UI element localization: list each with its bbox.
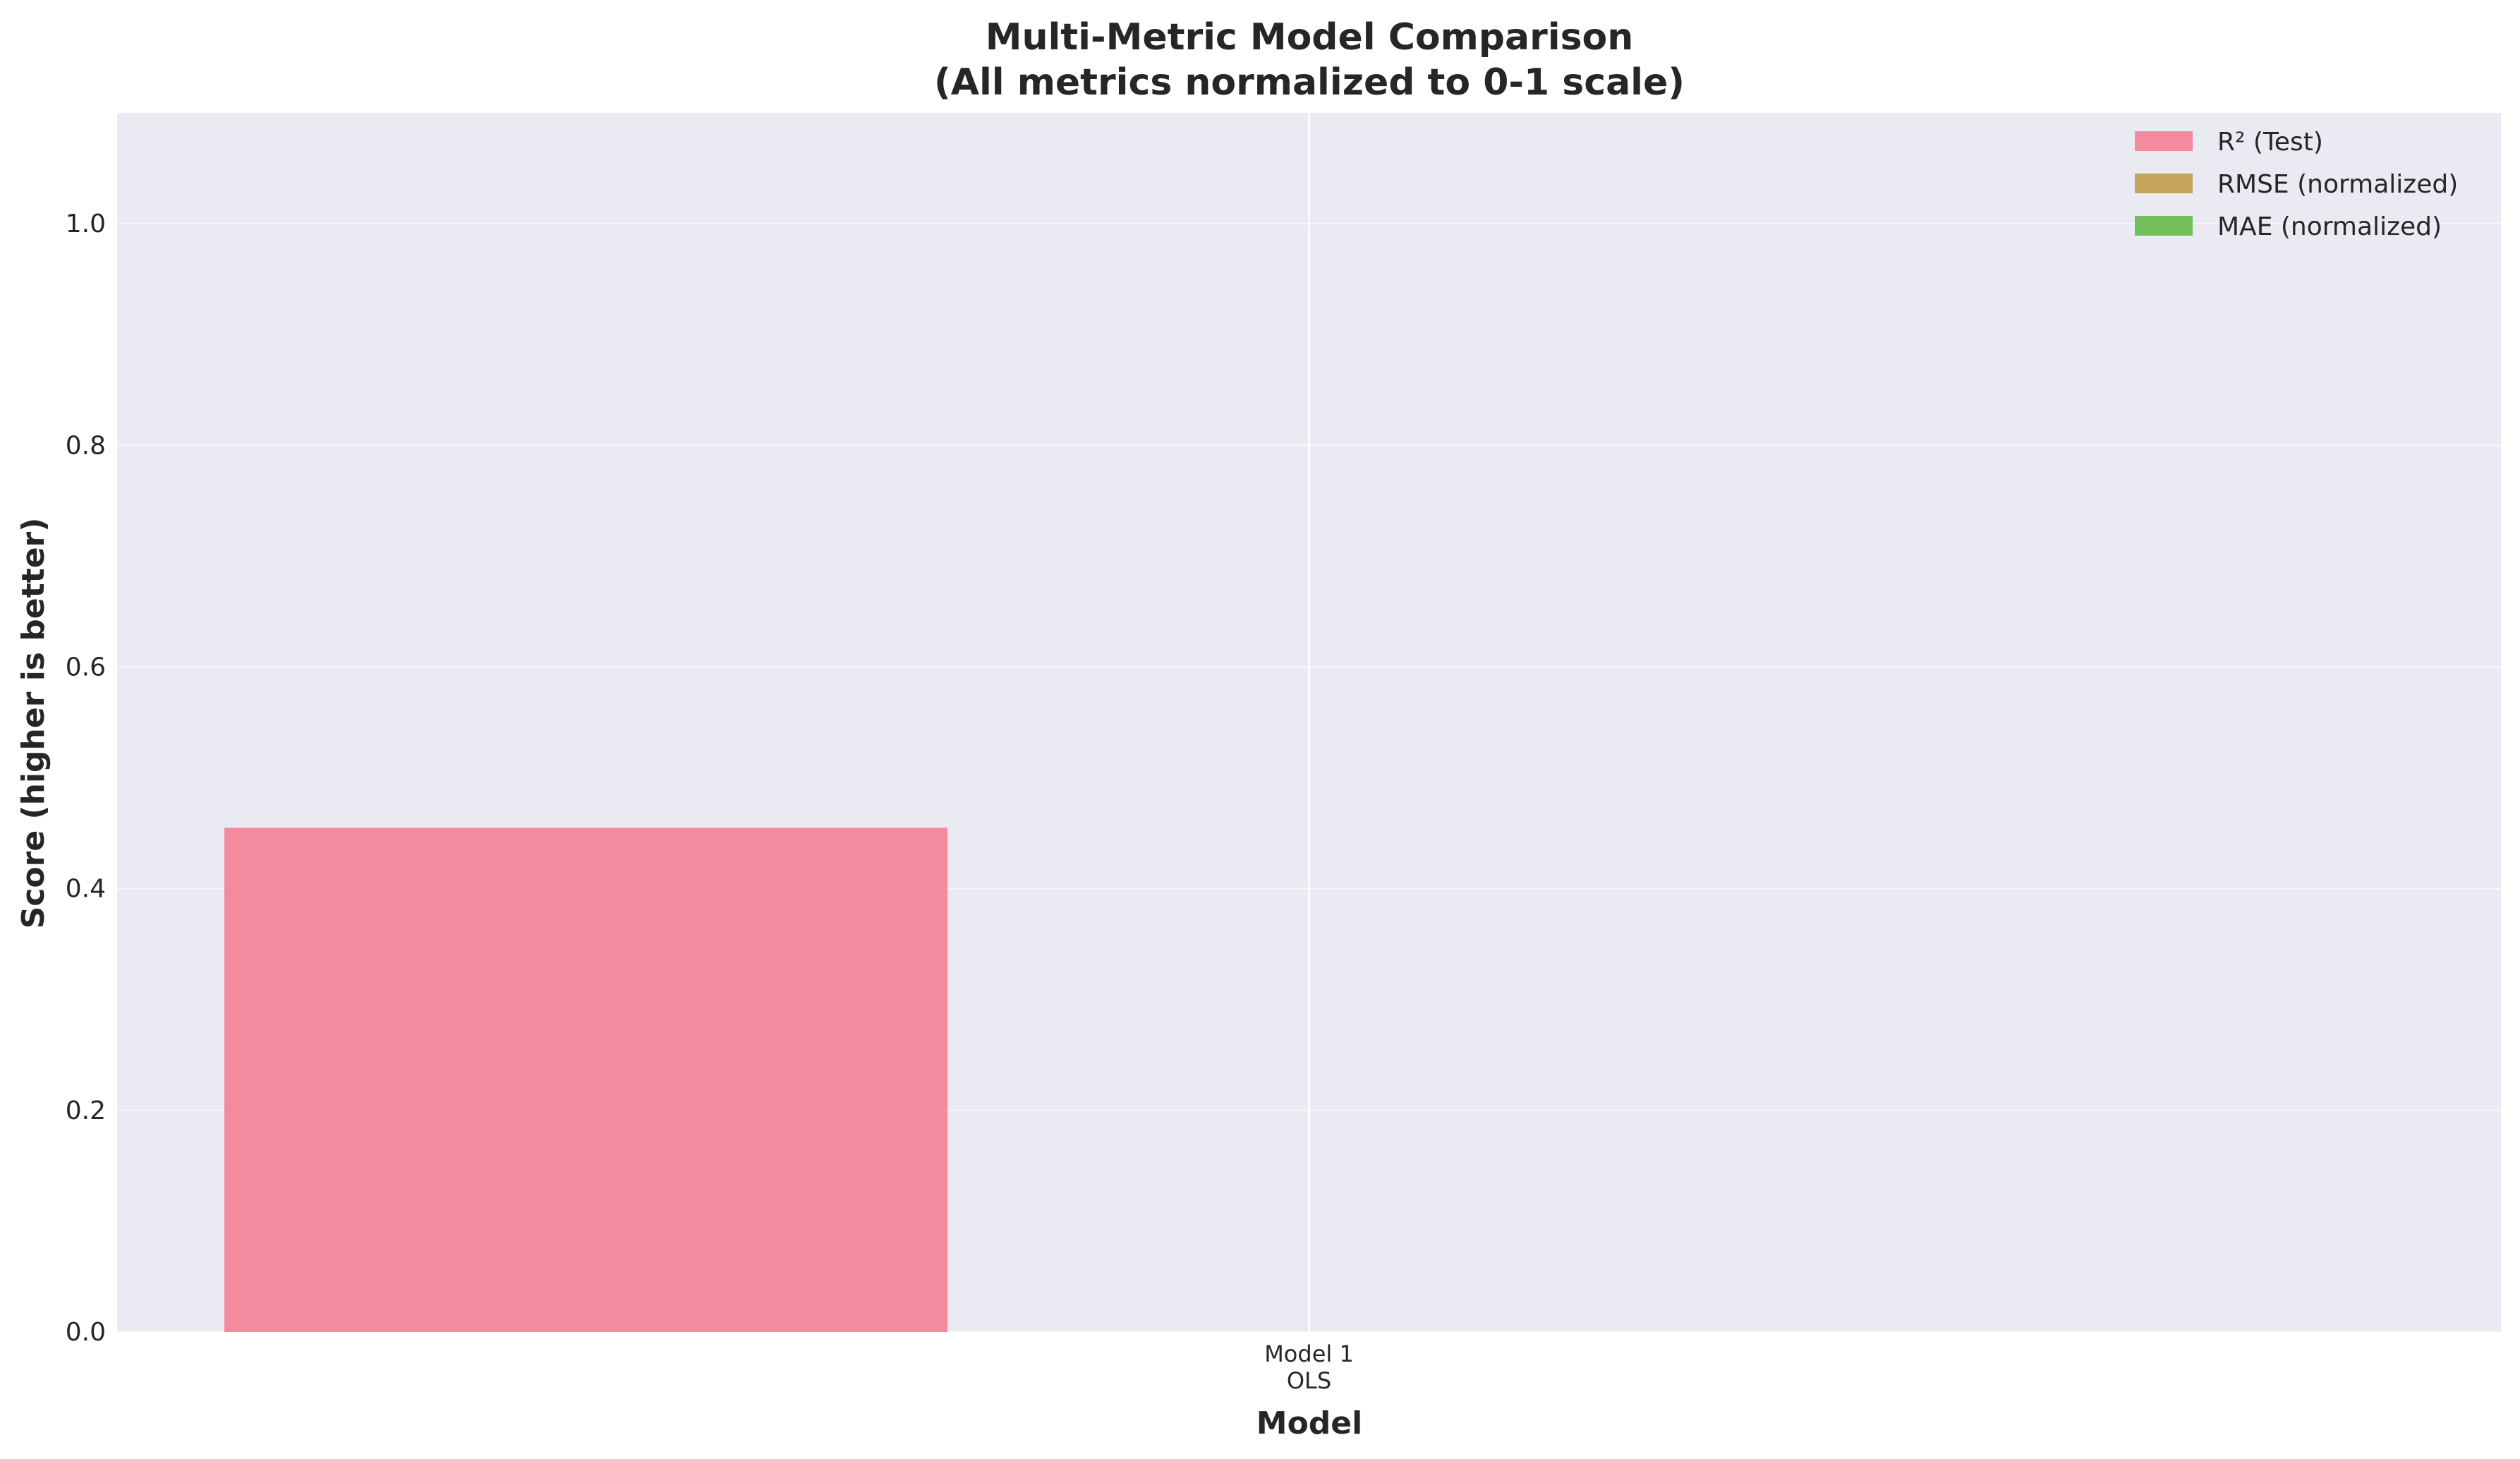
y-tick-label: 0.0 (66, 1318, 106, 1347)
x-tick-label-sub: OLS (1287, 1367, 1331, 1394)
legend-swatch (2135, 216, 2193, 236)
y-axis-ticks: 0.0 0.2 0.4 0.6 0.8 1.0 (66, 210, 106, 1347)
legend: R² (Test) RMSE (normalized) MAE (normalize… (2135, 128, 2458, 241)
y-tick-label: 0.4 (66, 875, 106, 904)
chart-title: Multi-Metric Model Comparison (986, 16, 1634, 59)
legend-label: RMSE (normalized) (2217, 170, 2458, 199)
y-tick-label: 1.0 (66, 210, 106, 238)
y-tick-label: 0.6 (66, 653, 106, 682)
bar (224, 828, 948, 1332)
bars (224, 828, 948, 1332)
legend-swatch (2135, 174, 2193, 193)
y-tick-label: 0.2 (66, 1096, 106, 1125)
legend-swatch (2135, 131, 2193, 151)
y-tick-label: 0.8 (66, 431, 106, 460)
legend-label: R² (Test) (2217, 128, 2323, 157)
legend-label: MAE (normalized) (2217, 212, 2442, 241)
x-tick-label: Model 1 (1264, 1340, 1354, 1367)
chart-subtitle: (All metrics normalized to 0-1 scale) (934, 61, 1685, 104)
y-axis-label: Score (higher is better) (16, 518, 52, 929)
x-axis-label: Model (1256, 1405, 1362, 1441)
